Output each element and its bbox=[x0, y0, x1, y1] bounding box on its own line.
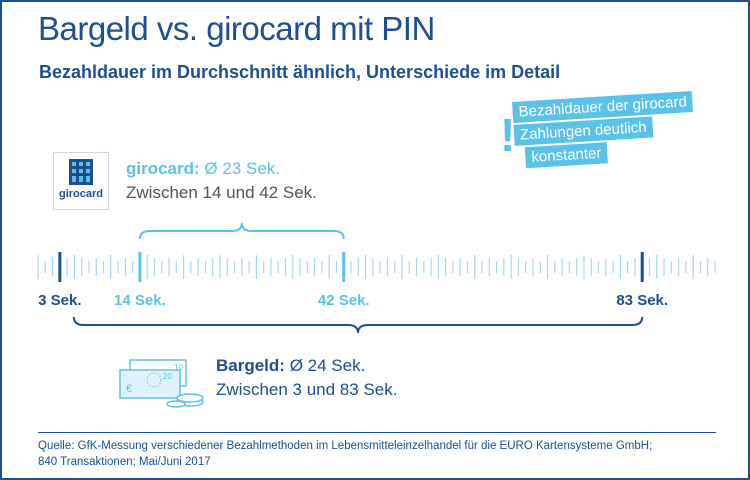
tick-label-3: 3 Sek. bbox=[38, 292, 81, 309]
chart-subtitle: Bezahldauer im Durchschnitt ähnlich, Unt… bbox=[39, 62, 561, 82]
tick-label-14: 14 Sek. bbox=[114, 292, 166, 309]
timeline-ticks bbox=[37, 252, 716, 282]
tick-labels: 3 Sek. 14 Sek. 42 Sek. 83 Sek. bbox=[38, 292, 668, 309]
girocard-logo-graphic bbox=[69, 159, 93, 185]
chart-title: Bargeld vs. girocard mit PIN bbox=[38, 10, 435, 47]
source-divider bbox=[38, 432, 716, 433]
svg-text:20: 20 bbox=[163, 372, 172, 381]
girocard-range: Zwischen 14 und 42 Sek. bbox=[126, 183, 317, 202]
girocard-logo-text: girocard bbox=[58, 188, 103, 200]
bargeld-info: Bargeld: Ø 24 Sek. Zwischen 3 und 83 Sek… bbox=[216, 354, 397, 402]
cash-icon: 10 20 € bbox=[119, 359, 204, 408]
girocard-range-brace bbox=[138, 222, 345, 240]
svg-text:10: 10 bbox=[174, 363, 183, 372]
source-note: Quelle: GfK-Messung verschiedener Bezahl… bbox=[38, 438, 652, 470]
source-line-1: Quelle: GfK-Messung verschiedener Bezahl… bbox=[38, 440, 653, 452]
source-line-2: 840 Transaktionen; Mai/Juni 2017 bbox=[38, 456, 211, 468]
girocard-info: girocard: Ø 23 Sek. Zwischen 14 und 42 S… bbox=[126, 157, 317, 205]
tick-label-83: 83 Sek. bbox=[616, 292, 668, 309]
exclamation-icon: ! bbox=[500, 109, 516, 161]
tick-label-42: 42 Sek. bbox=[318, 292, 370, 309]
bargeld-range: Zwischen 3 und 83 Sek. bbox=[216, 380, 398, 399]
svg-text:€: € bbox=[126, 383, 132, 395]
bargeld-average: Ø 24 Sek. bbox=[284, 356, 366, 375]
bargeld-label: Bargeld: bbox=[216, 356, 285, 375]
bargeld-range-brace bbox=[72, 316, 644, 334]
girocard-label: girocard: bbox=[126, 159, 200, 178]
girocard-average: Ø 23 Sek. bbox=[199, 159, 281, 178]
girocard-logo: girocard bbox=[53, 152, 109, 210]
range-braces bbox=[72, 222, 644, 334]
